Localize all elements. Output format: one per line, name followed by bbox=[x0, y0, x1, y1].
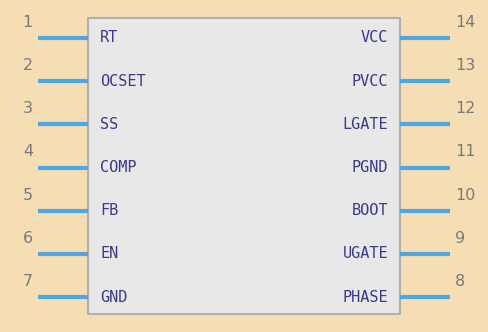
Text: UGATE: UGATE bbox=[343, 246, 388, 261]
Text: COMP: COMP bbox=[100, 160, 137, 175]
Text: 3: 3 bbox=[23, 101, 33, 116]
Text: 12: 12 bbox=[455, 101, 475, 116]
Text: EN: EN bbox=[100, 246, 118, 261]
Text: 9: 9 bbox=[455, 231, 465, 246]
Text: 4: 4 bbox=[23, 144, 33, 159]
Text: 13: 13 bbox=[455, 58, 475, 73]
Text: 5: 5 bbox=[23, 188, 33, 203]
Text: GND: GND bbox=[100, 290, 127, 304]
Text: 10: 10 bbox=[455, 188, 475, 203]
Text: PGND: PGND bbox=[351, 160, 388, 175]
Text: BOOT: BOOT bbox=[351, 203, 388, 218]
Text: 7: 7 bbox=[23, 274, 33, 289]
Text: PVCC: PVCC bbox=[351, 74, 388, 89]
Text: LGATE: LGATE bbox=[343, 117, 388, 132]
Bar bbox=[88, 18, 400, 314]
Text: 6: 6 bbox=[23, 231, 33, 246]
Text: RT: RT bbox=[100, 31, 118, 45]
Text: FB: FB bbox=[100, 203, 118, 218]
Text: 2: 2 bbox=[23, 58, 33, 73]
Text: 14: 14 bbox=[455, 15, 475, 30]
Text: 8: 8 bbox=[455, 274, 465, 289]
Text: 11: 11 bbox=[455, 144, 475, 159]
Text: PHASE: PHASE bbox=[343, 290, 388, 304]
Text: VCC: VCC bbox=[361, 31, 388, 45]
Text: 1: 1 bbox=[23, 15, 33, 30]
Text: SS: SS bbox=[100, 117, 118, 132]
Text: OCSET: OCSET bbox=[100, 74, 145, 89]
